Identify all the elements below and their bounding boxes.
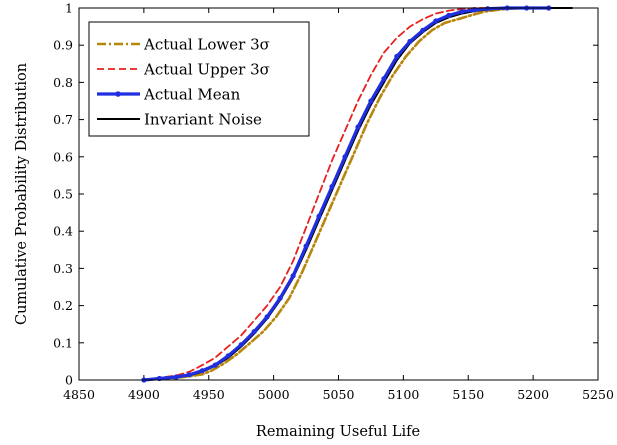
series-marker-2 (186, 372, 192, 378)
legend: Actual Lower 3σ Actual Upper 3σ Actual M… (88, 21, 310, 137)
x-tick-label: 5150 (452, 387, 484, 402)
x-tick-label: 5250 (582, 387, 614, 402)
series-marker-2 (433, 18, 439, 24)
series-marker-2 (238, 342, 244, 348)
series-marker-2 (316, 213, 322, 219)
legend-label-mean: Actual Mean (143, 86, 241, 104)
series-line-1 (142, 7, 515, 381)
y-tick-label: 0.8 (53, 75, 73, 90)
series-marker-2 (290, 273, 296, 279)
legend-label-upper: Actual Upper 3σ (143, 61, 270, 79)
legend-label-lower: Actual Lower 3σ (143, 36, 270, 54)
series-marker-2 (251, 329, 257, 335)
legend-box (88, 21, 310, 137)
y-tick-label: 0.4 (53, 224, 73, 239)
series-marker-2 (264, 314, 270, 320)
y-tick-label: 0.3 (53, 261, 73, 276)
axes-layer: 4850 4900 4950 5000 5050 5100 5150 5200 5250 0 0.1… (53, 1, 614, 403)
y-tick-label: 0.2 (53, 298, 73, 313)
x-tick-label: 4850 (63, 387, 95, 402)
legend-marker-mean (115, 91, 121, 97)
series-marker-2 (459, 9, 465, 15)
series-line-0 (142, 6, 528, 382)
series-marker-2 (368, 98, 374, 104)
x-tick-label: 5100 (387, 387, 419, 402)
plot-frame (78, 7, 599, 381)
series-marker-2 (407, 38, 413, 45)
x-tick-label: 5200 (517, 387, 549, 402)
y-axis-title: Cumulative Probability Distribution (14, 63, 30, 325)
series-marker-2 (225, 353, 231, 359)
series-marker-2 (212, 362, 218, 368)
y-tick-label: 0 (65, 373, 73, 388)
series-marker-2 (277, 295, 283, 301)
x-tick-label: 4900 (128, 387, 160, 402)
y-tick-label: 0.1 (53, 335, 73, 350)
series-marker-2 (485, 6, 491, 12)
series-marker-2 (303, 243, 309, 249)
y-tick-label: 1 (65, 1, 73, 16)
y-tick-label: 0.9 (53, 38, 73, 53)
x-tick-label: 5000 (258, 387, 290, 402)
series-layer (141, 5, 573, 383)
y-tick-label: 0.5 (53, 187, 73, 202)
series-marker-2 (199, 368, 205, 374)
series-marker-2 (355, 124, 361, 130)
series-marker-2 (329, 184, 335, 190)
x-axis-title: Remaining Useful Life (256, 424, 420, 440)
series-marker-2 (446, 12, 452, 18)
series-marker-2 (342, 154, 348, 160)
series-marker-2 (173, 374, 179, 380)
series-marker-2 (381, 76, 387, 82)
y-tick-label: 0.7 (53, 112, 73, 127)
y-tick-label: 0.6 (53, 149, 73, 164)
series-marker-2 (472, 7, 478, 13)
x-tick-label: 5050 (323, 387, 355, 402)
series-marker-2 (420, 27, 426, 33)
x-tick-label: 4950 (193, 387, 225, 402)
legend-label-invariant: Invariant Noise (144, 111, 262, 129)
series-marker-2 (394, 53, 400, 60)
